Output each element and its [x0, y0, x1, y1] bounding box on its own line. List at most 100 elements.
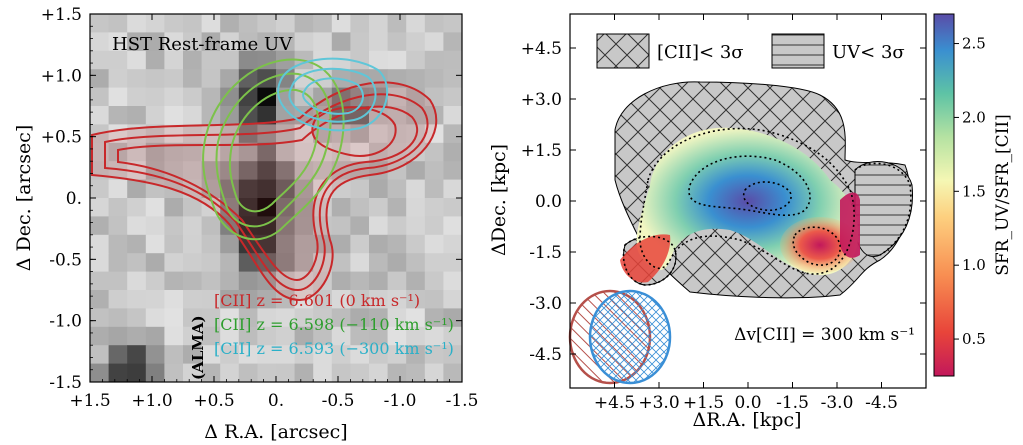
uv-pixel	[164, 253, 184, 273]
uv-pixel	[127, 234, 147, 254]
colorbar-tick-label: 0.5	[962, 330, 986, 348]
uv-pixel	[443, 234, 462, 254]
uv-pixel	[201, 345, 221, 365]
uv-pixel	[276, 308, 296, 328]
uv-pixel	[350, 216, 370, 236]
colorbar-label: SFR_UV/SFR_[CII]	[993, 114, 1013, 276]
uv-pixel	[164, 32, 184, 52]
uv-pixel	[443, 290, 462, 309]
uv-pixel	[369, 198, 389, 217]
uv-pixel	[183, 124, 203, 144]
x-tick-label: +1.0	[131, 391, 172, 411]
uv-pixel	[369, 253, 389, 273]
uv-pixel	[127, 32, 147, 52]
left-panel: +1.5 +1.0 +0.5 0. -0.5 -1.0 -1.5 -1.5 -1.0 -0.5 0.…	[13, 5, 478, 443]
uv-pixel	[127, 216, 147, 236]
uv-pixel	[276, 271, 296, 291]
uv-pixel	[90, 14, 110, 33]
uv-pixel	[90, 179, 110, 199]
uv-pixel	[183, 87, 203, 107]
uv-pixel	[313, 363, 333, 382]
legend-entry: [CII] z = 6.598 (−110 km s⁻¹)	[214, 315, 454, 334]
uv-pixel	[294, 253, 314, 273]
uv-pixel	[164, 69, 184, 89]
uv-pixel	[220, 308, 240, 328]
uv-pixel	[424, 363, 444, 382]
uv-pixel	[257, 50, 277, 70]
uv-pixel	[276, 363, 296, 382]
uv-pixel	[90, 308, 110, 328]
y-tick-label: -1.5	[49, 373, 82, 393]
uv-pixel	[369, 363, 389, 382]
uv-pixel	[145, 106, 165, 125]
uv-pixel	[90, 326, 110, 346]
x-tick-label: +1.5	[69, 391, 110, 411]
left-ylabel: Δ Dec. [arcsec]	[13, 125, 35, 271]
uv-pixel	[443, 363, 462, 382]
uv-pixel	[108, 106, 128, 125]
uv-pixel	[350, 32, 370, 52]
uv-pixel	[406, 161, 426, 181]
uv-pixel	[369, 234, 389, 254]
uv-pixel	[424, 216, 444, 236]
uv-pixel	[331, 363, 351, 382]
uv-pixel	[145, 14, 165, 33]
uv-pixel	[164, 271, 184, 291]
uv-pixel	[424, 50, 444, 70]
legend-uv-label: UV< 3σ	[832, 42, 905, 63]
uv-pixel	[183, 326, 203, 346]
colorbar	[933, 13, 955, 377]
uv-pixel	[387, 198, 407, 217]
uv-pixel	[443, 69, 462, 89]
left-xlabel: Δ R.A. [arcsec]	[204, 421, 347, 443]
uv-pixel	[331, 32, 351, 52]
uv-pixel	[90, 87, 110, 107]
uv-pixel	[443, 253, 462, 273]
uv-pixel	[424, 161, 444, 181]
uv-pixel	[443, 32, 462, 52]
uv-pixel	[127, 69, 147, 89]
uv-pixel	[90, 234, 110, 254]
uv-pixel	[201, 290, 221, 309]
uv-pixel	[313, 14, 333, 33]
uv-pixel	[127, 14, 147, 33]
uv-pixel	[183, 32, 203, 52]
right-xlabel: ΔR.A. [kpc]	[692, 409, 801, 431]
uv-pixel	[201, 253, 221, 273]
uv-pixel	[108, 345, 128, 365]
uv-pixel	[294, 14, 314, 33]
uv-pixel	[90, 50, 110, 70]
uv-pixel	[387, 216, 407, 236]
y-tick-label: +0.5	[41, 128, 82, 148]
left-inset-label: (ALMA)	[189, 315, 207, 380]
uv-pixel	[238, 50, 258, 70]
uv-pixel	[406, 14, 426, 33]
colorbar-tick-label: 1.5	[962, 182, 986, 200]
uv-pixel	[164, 345, 184, 365]
uv-pixel	[406, 326, 426, 346]
uv-pixel	[238, 87, 258, 107]
x-tick-label: -3.0	[821, 393, 854, 413]
uv-pixel	[238, 326, 258, 346]
uv-pixel	[350, 363, 370, 382]
uv-pixel	[443, 326, 462, 346]
velocity-annotation: Δv[CII] = 300 km s⁻¹	[734, 325, 915, 345]
uv-pixel	[331, 345, 351, 365]
uv-pixel	[145, 345, 165, 365]
uv-pixel	[257, 326, 277, 346]
uv-pixel	[108, 14, 128, 33]
uv-pixel	[145, 179, 165, 199]
uv-pixel	[257, 142, 277, 162]
uv-pixel	[238, 32, 258, 52]
x-tick-label: +1.5	[683, 393, 724, 413]
uv-pixel	[331, 253, 351, 273]
cii-contours	[91, 57, 438, 302]
uv-pixel	[257, 124, 277, 144]
uv-pixel	[443, 161, 462, 181]
uv-pixel	[108, 69, 128, 89]
uv-pixel	[108, 326, 128, 346]
uv-pixel	[238, 271, 258, 291]
uv-pixel	[313, 290, 333, 309]
uv-pixel	[387, 14, 407, 33]
uv-pixel	[331, 308, 351, 328]
